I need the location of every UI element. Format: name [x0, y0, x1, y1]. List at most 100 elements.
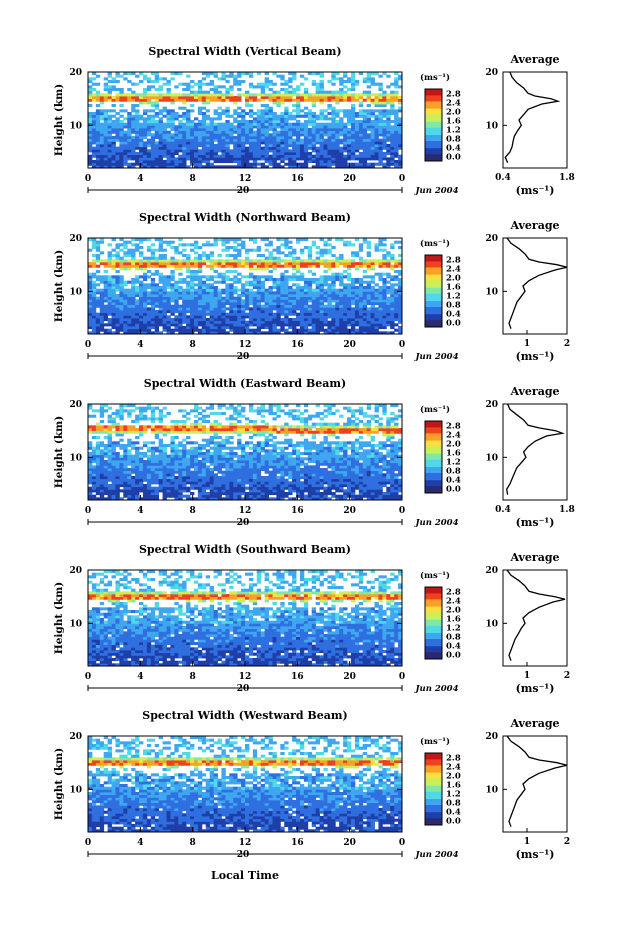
heatmap-cell — [370, 288, 375, 292]
heatmap-cell — [146, 248, 152, 252]
heatmap-cell — [119, 299, 124, 303]
heatmap-cell — [178, 154, 183, 158]
heatmap-cell — [115, 315, 120, 319]
heatmap-cell — [374, 154, 379, 158]
heatmap-cell — [131, 122, 136, 126]
heatmap-cell — [150, 280, 156, 284]
colorbar-tick-label: 0.0 — [446, 319, 461, 329]
heatmap-cell — [142, 497, 148, 501]
heatmap-cell — [217, 280, 222, 284]
heatmap-cell — [142, 128, 148, 132]
heatmap-cell — [205, 101, 211, 105]
heatmap-cell — [347, 96, 352, 100]
heatmap-cell — [292, 310, 297, 314]
heatmap-cell — [99, 98, 105, 102]
heatmap-cell — [174, 323, 179, 327]
heatmap-cell — [276, 96, 281, 100]
x-tick-label: 0 — [85, 340, 91, 350]
colorbar-segment — [425, 90, 442, 92]
heatmap-cell — [229, 318, 234, 322]
heatmap-cell — [299, 288, 305, 292]
heatmap-cell — [296, 152, 301, 156]
heatmap-cell — [394, 117, 399, 121]
heatmap-cell — [398, 310, 403, 314]
heatmap-cell — [264, 238, 269, 242]
heatmap-cell — [350, 481, 356, 485]
heatmap-cell — [174, 320, 179, 324]
heatmap-cell — [170, 286, 175, 290]
heatmap-cell — [158, 489, 163, 493]
heatmap-cell — [139, 259, 144, 263]
heatmap-cell — [142, 120, 148, 124]
heatmap-cell — [358, 130, 364, 134]
heatmap-cell — [327, 122, 332, 126]
heatmap-cell — [119, 128, 124, 132]
heatmap-cell — [213, 486, 218, 490]
heatmap-cell — [335, 98, 340, 102]
heatmap-cell — [398, 157, 403, 161]
heatmap-cell — [91, 246, 97, 250]
heatmap-cell — [311, 307, 317, 311]
heatmap-cell — [303, 302, 309, 306]
heatmap-cell — [162, 288, 167, 292]
heatmap-cell — [386, 296, 391, 300]
heatmap-cell — [209, 484, 215, 488]
heatmap-cell — [150, 80, 156, 84]
heatmap-cell — [107, 125, 112, 129]
x-tick-label: 20 — [343, 340, 356, 350]
heatmap-cell — [260, 489, 266, 493]
heatmap-cell — [268, 154, 273, 158]
heatmap-cell — [174, 98, 179, 102]
heatmap-cell — [268, 320, 273, 324]
heatmap-cell — [91, 296, 97, 300]
heatmap-cell — [331, 117, 336, 121]
heatmap-cell — [292, 130, 297, 134]
heatmap-cell — [158, 149, 163, 153]
heatmap-cell — [382, 331, 387, 335]
heatmap-cell — [327, 238, 332, 242]
heatmap-cell — [382, 280, 387, 284]
heatmap-cell — [241, 310, 246, 314]
heatmap-cell — [95, 130, 101, 134]
heatmap-cell — [162, 162, 167, 166]
heatmap-cell — [127, 294, 132, 298]
heatmap-cell — [111, 294, 116, 298]
heatmap-cell — [229, 114, 234, 118]
heatmap-cell — [292, 278, 297, 282]
colorbar-segment — [425, 289, 442, 292]
heatmap-cell — [296, 101, 301, 105]
heatmap-cell — [241, 144, 246, 148]
heatmap-cell — [296, 492, 301, 496]
heatmap-cell — [213, 122, 218, 126]
heatmap-cell — [284, 302, 289, 306]
heatmap-cell — [99, 492, 105, 496]
heatmap-cell — [135, 326, 140, 330]
heatmap-cell — [233, 310, 238, 314]
heatmap-cell — [370, 318, 375, 322]
heatmap-cell — [335, 304, 340, 308]
heatmap-cell — [350, 294, 356, 298]
heatmap-cell — [166, 315, 171, 319]
heatmap-cell — [225, 302, 230, 306]
heatmap-cell — [343, 162, 348, 166]
heatmap-cell — [276, 328, 281, 332]
heatmap-cell — [150, 104, 156, 108]
heatmap-cell — [158, 299, 163, 303]
heatmap-cell — [213, 96, 218, 100]
heatmap-cell — [276, 125, 281, 129]
heatmap-cell — [201, 117, 207, 121]
heatmap-cell — [303, 320, 309, 324]
heatmap-cell — [213, 74, 218, 78]
heatmap-cell — [139, 162, 144, 166]
heatmap-cell — [358, 299, 364, 303]
heatmap-cell — [370, 72, 375, 76]
heatmap-cell — [158, 160, 163, 164]
heatmap-cell — [201, 133, 207, 137]
heatmap-cell — [166, 146, 171, 150]
heatmap-cell — [91, 114, 97, 118]
heatmap-cell — [193, 264, 199, 268]
heatmap-cell — [107, 259, 112, 263]
heatmap-cell — [394, 90, 399, 94]
heatmap-cell — [268, 80, 273, 84]
heatmap-cell — [319, 254, 324, 258]
